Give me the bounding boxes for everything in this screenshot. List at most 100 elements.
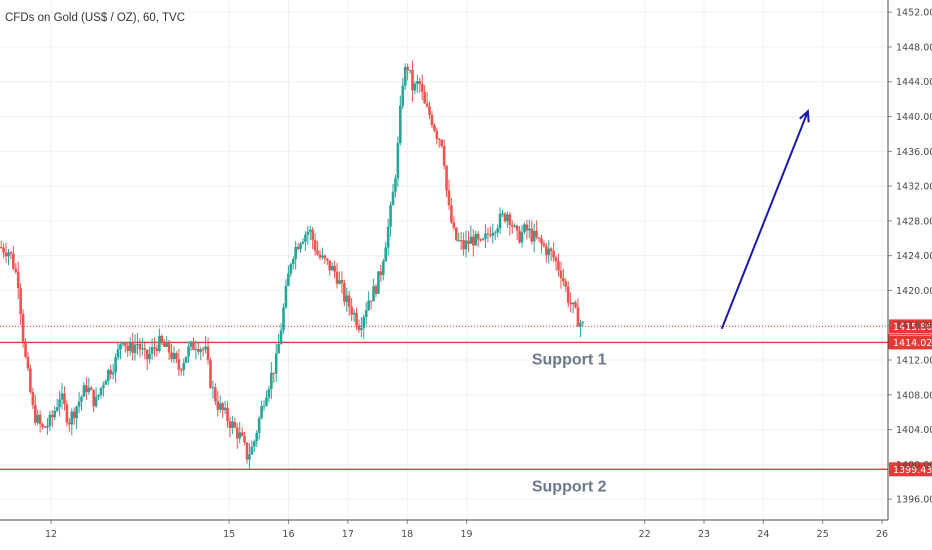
candle-body [525,224,529,231]
current-price-tag [889,319,932,334]
candle-body [16,271,20,289]
candle-body [153,347,156,349]
candle-body [136,343,139,345]
y-tick-label: 1448.00 [896,42,932,53]
candle-body [85,385,88,393]
candle-body [532,230,536,242]
candle-body [323,255,327,259]
candle-body [486,233,490,235]
candle-body [60,393,64,400]
candle-body [184,356,188,363]
x-tick-label: 19 [461,529,473,540]
candle-body [243,435,246,443]
candle-body [574,302,577,308]
support-tag-label: 1399.43 [893,465,932,476]
candle-body [116,349,120,358]
candle-body [364,310,368,318]
y-tick-label: 1408.00 [896,390,932,401]
candle-body [381,261,385,276]
candle-body [75,406,78,419]
x-tick-label: 24 [757,529,769,540]
candle-body [481,239,485,241]
candle-body [291,259,295,265]
candle-body [228,421,232,428]
candle-body [489,234,492,236]
candle-body [216,401,220,410]
candle-body [313,240,317,251]
candle-body [411,69,414,91]
candle-body [530,228,534,242]
candle-body [282,307,285,331]
candle-body [343,283,346,302]
candle-body [527,228,531,231]
candle-body [279,330,283,345]
arrow-shaft [720,110,809,330]
candle-body [145,349,149,360]
candle-body [97,394,100,397]
candle-body [464,240,468,250]
candle-body [48,414,52,426]
candle-body [170,352,173,359]
candle-body [55,407,59,411]
candle-body [89,387,93,390]
candle-body [433,124,436,131]
candle-body [413,83,417,91]
candle-body [345,295,349,302]
candle-body [226,407,229,422]
candle-body [238,432,241,439]
candle-body [442,146,446,166]
candle-body [50,414,54,418]
candle-body [77,401,81,407]
candle-body [141,348,144,350]
candle-body [379,271,383,276]
candle-body [428,106,431,115]
candle-body [552,251,555,258]
candle-body [352,312,356,315]
candle-body [9,252,13,254]
candle-body [294,246,297,260]
candle-body [287,273,290,286]
grid [0,0,888,520]
candle-body [510,224,514,227]
candle-body [496,228,499,233]
y-tick-label: 1432.00 [896,182,932,193]
candle-body [316,250,319,255]
candle-body [177,359,181,370]
candle-body [535,230,538,238]
candle-body [233,421,237,428]
candle-body [162,342,166,347]
candle-body [408,69,412,71]
candle-body [155,348,159,352]
candle-body [235,427,239,439]
candle-body [14,268,18,272]
candle-body [493,232,497,234]
x-tick-label: 25 [817,529,829,540]
candle-body [221,403,224,411]
candle-body [459,240,463,242]
candle-body [338,280,341,284]
candle-body [252,441,256,447]
candle-body [425,103,429,107]
candle-body [562,278,565,282]
candle-body [133,344,137,353]
candle-body [175,353,178,360]
candle-body [394,178,397,192]
candle-body [70,411,74,425]
candle-body [201,349,205,351]
candle-body [260,406,263,419]
candle-body [172,353,176,359]
candle-body [554,257,558,262]
candle-body [192,341,195,350]
candle-body [347,295,351,307]
y-tick-label: 1400.00 [896,460,932,471]
candle-body [418,81,422,84]
candle-body [250,446,254,455]
candle-body [240,432,244,436]
candle-body [262,405,266,407]
x-tick-label: 23 [698,529,710,540]
x-tick-label: 16 [282,529,294,540]
candle-body [437,138,441,140]
candle-body [333,265,336,272]
x-tick-label: 12 [45,529,57,540]
